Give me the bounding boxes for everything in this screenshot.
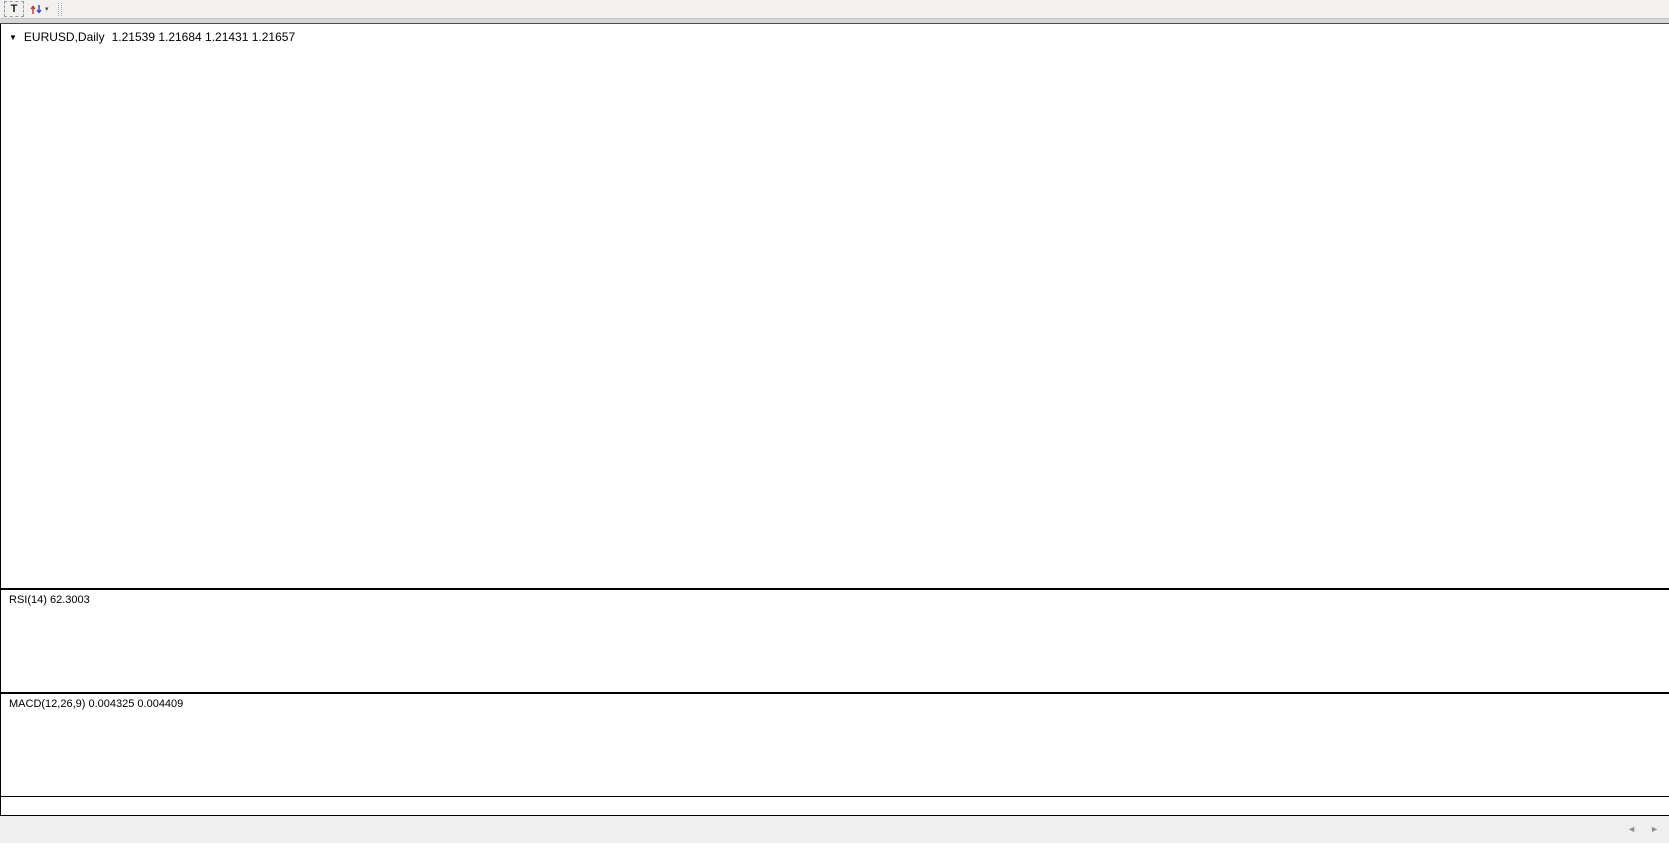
toolbar-grip[interactable] [57,2,62,16]
chart-header: ▼ EURUSD,Daily 1.21539 1.21684 1.21431 1… [9,30,295,44]
main-chart-panel[interactable]: ▼ EURUSD,Daily 1.21539 1.21684 1.21431 1… [0,24,1669,590]
text-tool-button[interactable]: T [4,1,24,17]
tab-scroll-left-icon[interactable]: ◄ [1627,824,1637,834]
chart-ohlc-label: 1.21539 1.21684 1.21431 1.21657 [111,30,296,44]
macd-label: MACD(12,26,9) 0.004325 0.004409 [9,698,184,710]
top-toolbar: T ▾ [0,0,1669,19]
arrows-icon [29,3,43,16]
chevron-down-icon: ▾ [45,6,49,13]
time-axis[interactable] [0,797,1669,816]
chart-menu-caret-icon[interactable]: ▼ [9,32,17,42]
chart-symbol-label: EURUSD,Daily [23,30,105,44]
chart-tab-bar: ◄ ► [0,816,1669,843]
tab-scroll-right-icon[interactable]: ► [1650,824,1659,834]
window-splitter[interactable] [0,19,1669,24]
macd-panel[interactable]: MACD(12,26,9) 0.004325 0.004409 [0,694,1669,797]
rsi-label: RSI(14) 62.3003 [9,594,90,606]
arrows-tool-button[interactable]: ▾ [28,1,50,17]
rsi-panel[interactable]: RSI(14) 62.3003 [0,590,1669,694]
tab-scroll-controls: ◄ ► [1627,824,1659,834]
